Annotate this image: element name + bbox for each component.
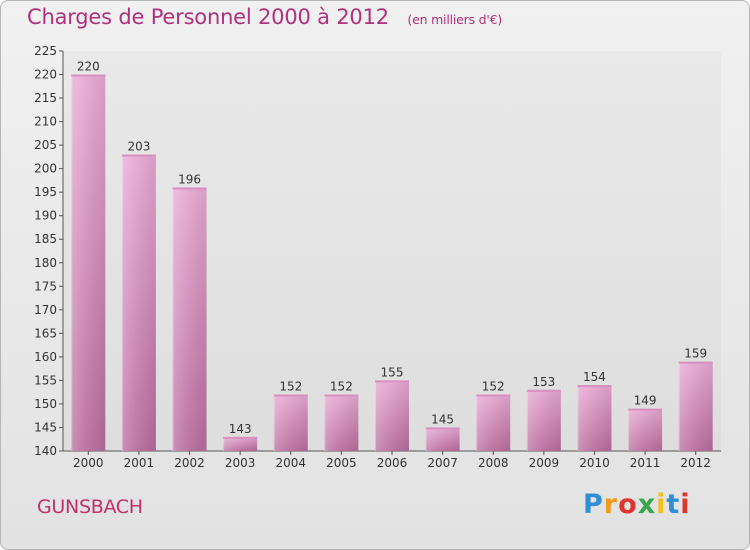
bar-shine [375,380,409,451]
chart-title-text: Charges de Personnel 2000 à 2012 [27,5,389,29]
y-tick-label: 195 [34,185,57,199]
bar-shine [577,385,612,451]
bar-top-edge [223,436,258,439]
y-tick-label: 205 [34,138,57,152]
y-tick-label: 180 [34,256,57,270]
x-tick-label: 2005 [326,456,357,470]
data-label: 143 [229,422,252,436]
logo-letter: x [637,489,657,520]
y-tick-label: 215 [34,91,57,105]
y-tick-label: 225 [34,44,57,58]
y-tick-label: 190 [34,209,57,223]
proxiti-logo: Proxiti [583,489,691,520]
x-tick-label: 2011 [630,456,661,470]
chart-title: Charges de Personnel 2000 à 2012 (en mil… [27,5,502,29]
x-tick-label: 2008 [478,456,509,470]
data-label: 203 [127,140,150,154]
bar-shine [324,394,359,451]
x-tick-label: 2007 [427,456,458,470]
x-tick-label: 2003 [225,456,256,470]
bar-top-edge [121,154,156,157]
y-tick-label: 170 [34,303,57,317]
y-tick-label: 160 [34,350,57,364]
data-label: 220 [77,60,100,74]
data-label: 149 [634,394,657,408]
logo-letter: t [666,489,681,520]
logo-letter: i [680,489,691,520]
data-label: 196 [178,172,201,186]
x-tick-label: 2002 [174,456,205,470]
logo-letter: o [618,489,638,520]
data-label: 145 [431,412,454,426]
data-label: 152 [482,380,505,394]
data-label: 159 [684,347,707,361]
y-tick-label: 165 [34,326,57,340]
y-tick-label: 200 [34,162,57,176]
bar-shine [172,187,207,451]
x-tick-label: 2004 [275,456,306,470]
plot-area: 1401451501551601651701751801851901952002… [34,44,721,470]
logo-letter: r [603,489,619,520]
data-label: 152 [279,380,302,394]
y-tick-label: 175 [34,279,57,293]
bar-shine [526,389,561,451]
bar-top-edge [577,385,612,388]
chart-unit: (en milliers d'€) [407,12,503,27]
y-tick-label: 210 [34,115,57,129]
bar-top-edge [375,380,409,383]
y-tick-label: 140 [34,444,57,458]
bar-shine [628,408,663,451]
data-label: 153 [532,375,555,389]
x-tick-label: 2010 [579,456,610,470]
y-tick-label: 145 [34,420,57,434]
bar-top-edge [172,187,207,190]
x-tick-label: 2006 [377,456,408,470]
data-label: 152 [330,380,353,394]
data-label: 154 [583,370,606,384]
bar-top-edge [526,389,561,392]
bar-top-edge [324,394,359,397]
logo-letter: i [656,489,667,520]
bar-top-edge [273,394,308,397]
x-tick-label: 2009 [529,456,560,470]
bar-shine [425,427,460,451]
y-tick-label: 155 [34,373,57,387]
bar-shine [476,394,511,451]
bar-shine [273,394,308,451]
y-tick-label: 185 [34,232,57,246]
bar-top-edge [678,361,713,364]
x-tick-label: 2012 [680,456,711,470]
bar-shine [71,74,106,451]
commune-name: GUNSBACH [37,496,143,518]
x-tick-label: 2001 [124,456,155,470]
bar-top-edge [476,394,511,397]
bar-shine [223,436,258,451]
y-tick-label: 220 [34,68,57,82]
bar-top-edge [71,74,106,77]
bar-top-edge [425,427,460,430]
logo-letter: P [583,489,604,520]
x-tick-label: 2000 [73,456,104,470]
bar-shine [678,361,713,451]
bar-top-edge [628,408,663,411]
data-label: 155 [381,365,404,379]
y-tick-label: 150 [34,397,57,411]
bar-shine [121,154,156,451]
